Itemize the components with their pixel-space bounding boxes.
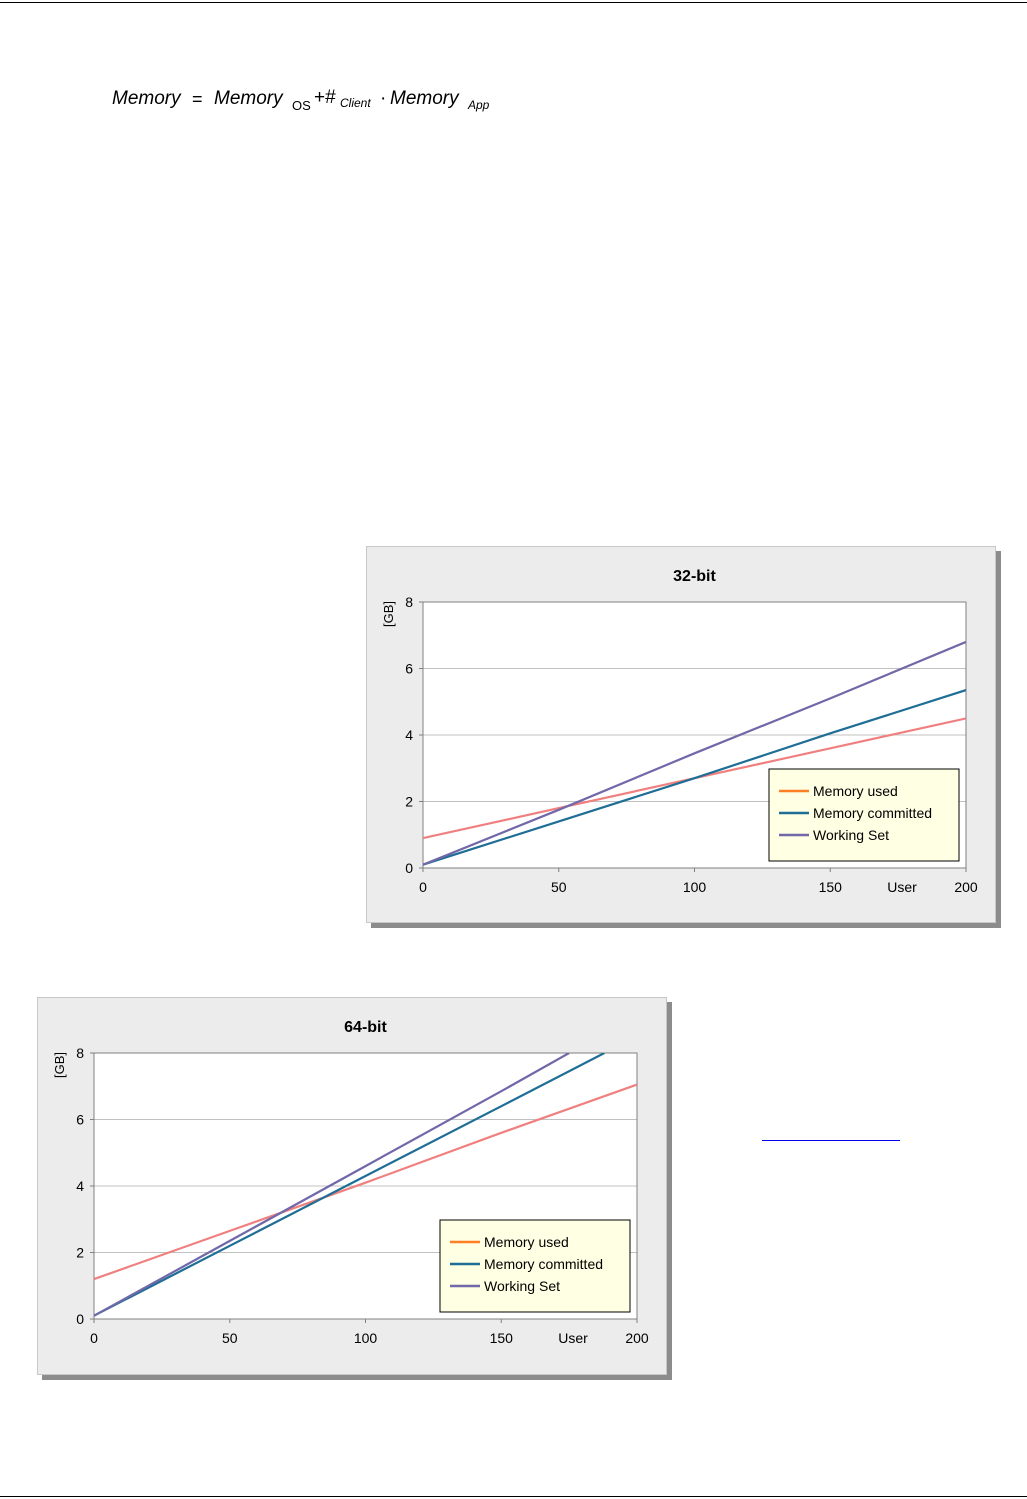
series-line-memory-committed (423, 689, 966, 866)
series-line-working-set (94, 1053, 570, 1317)
x-tick-label: 100 (354, 1330, 378, 1346)
series-line-memory-used (94, 1083, 637, 1281)
legend: Memory used Memory committed Working Set (439, 1219, 631, 1313)
legend-label: Memory committed (484, 1256, 603, 1272)
x-tick-label: 50 (222, 1330, 238, 1346)
y-tick-label: 8 (76, 1045, 84, 1061)
formula-plus-count: +# (314, 87, 336, 108)
x-tick-label: 0 (90, 1330, 98, 1346)
legend: Memory used Memory committed Working Set (768, 768, 960, 862)
chart-32-bit-svg: 32-bit 0 2 4 6 8 0 50 100 150 200 User [GB] Memory us… (381, 568, 978, 895)
x-tick-label: 100 (683, 879, 707, 895)
chart-64-bit: 64-bit 0 2 4 6 8 0 50 100 150 200 User [GB] Memory us… (37, 997, 667, 1375)
x-tick-label: 200 (954, 879, 978, 895)
legend-box (439, 1219, 631, 1313)
legend-label: Working Set (484, 1278, 560, 1294)
y-tick-label: 6 (76, 1112, 84, 1128)
legend-label: Memory committed (813, 805, 932, 821)
hyperlink-underline[interactable] (762, 1140, 900, 1141)
x-axis-label: User (887, 879, 917, 895)
footer-rule (0, 1496, 1027, 1497)
formula-lhs: Memory (112, 88, 181, 109)
x-tick-label: 150 (490, 1330, 514, 1346)
x-tick-label: 200 (625, 1330, 649, 1346)
y-tick-label: 0 (405, 860, 413, 876)
series-line-working-set (423, 640, 966, 866)
legend-label: Memory used (484, 1234, 569, 1250)
formula-memory-app: Memory (390, 88, 459, 109)
header-rule (0, 2, 1027, 3)
formula-memory-os: Memory (214, 88, 283, 109)
chart-title: 32-bit (673, 568, 716, 585)
y-tick-label: 6 (405, 661, 413, 677)
formula-multiply-dot: · (380, 88, 387, 109)
formula-equals: = (192, 89, 203, 109)
series-group (423, 640, 966, 866)
legend-box (768, 768, 960, 862)
y-tick-label: 0 (76, 1311, 84, 1327)
y-tick-label: 2 (76, 1245, 84, 1261)
chart-64-bit-svg: 64-bit 0 2 4 6 8 0 50 100 150 200 User [GB] Memory us… (52, 1019, 649, 1346)
x-tick-label: 0 (419, 879, 427, 895)
x-axis-label: User (558, 1330, 588, 1346)
legend-label: Working Set (813, 827, 889, 843)
chart-title: 64-bit (344, 1019, 387, 1036)
formula-subscript-app: App (468, 98, 490, 112)
chart-32-bit: 32-bit 0 2 4 6 8 0 50 100 150 200 User [GB] Memory us… (366, 546, 996, 923)
legend-label: Memory used (813, 783, 898, 799)
formula-subscript-client: Client (340, 96, 371, 110)
memory-formula: Memory = Memory OS +# Client · Memory Ap… (112, 82, 532, 122)
x-tick-label: 50 (551, 879, 567, 895)
formula-subscript-os: OS (292, 98, 311, 113)
series-line-memory-committed (94, 1053, 605, 1317)
y-tick-label: 2 (405, 794, 413, 810)
y-tick-label: 8 (405, 594, 413, 610)
y-tick-label: 4 (76, 1178, 84, 1194)
x-tick-label: 150 (819, 879, 843, 895)
y-axis-label: [GB] (381, 601, 396, 627)
y-axis-label: [GB] (52, 1052, 67, 1078)
series-group (94, 1053, 637, 1317)
y-tick-label: 4 (405, 727, 413, 743)
